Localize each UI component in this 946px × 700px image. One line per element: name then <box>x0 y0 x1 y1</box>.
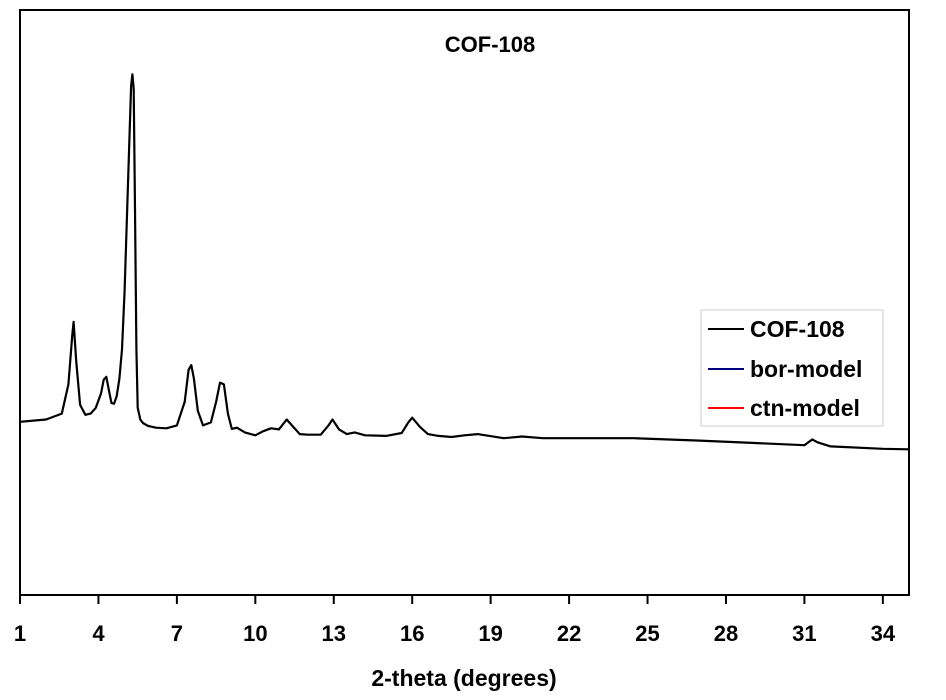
x-tick-label: 25 <box>635 621 659 646</box>
x-axis-title: 2-theta (degrees) <box>371 665 556 691</box>
x-tick-label: 31 <box>792 621 816 646</box>
x-tick-label: 19 <box>478 621 502 646</box>
x-axis: 1 4 7 10 13 16 19 22 25 28 31 34 <box>14 595 896 646</box>
series-line-cof-108 <box>19 73 910 451</box>
x-tick-label: 22 <box>557 621 581 646</box>
x-tick-label: 1 <box>14 621 26 646</box>
x-tick-label: 7 <box>171 621 183 646</box>
x-tick-label: 13 <box>322 621 346 646</box>
legend: COF-108 bor-model ctn-model <box>700 309 884 427</box>
x-tick-label: 34 <box>871 621 896 646</box>
x-tick-label: 16 <box>400 621 424 646</box>
legend-label-bor-model: bor-model <box>750 356 862 382</box>
x-tick-label: 4 <box>92 621 105 646</box>
x-tick-label: 10 <box>243 621 267 646</box>
series-layer <box>19 73 910 451</box>
legend-label-ctn-model: ctn-model <box>750 395 860 421</box>
x-tick-label: 28 <box>714 621 738 646</box>
chart-title: COF-108 <box>445 32 535 57</box>
plot-area <box>19 9 910 596</box>
legend-label-cof-108: COF-108 <box>750 316 845 342</box>
